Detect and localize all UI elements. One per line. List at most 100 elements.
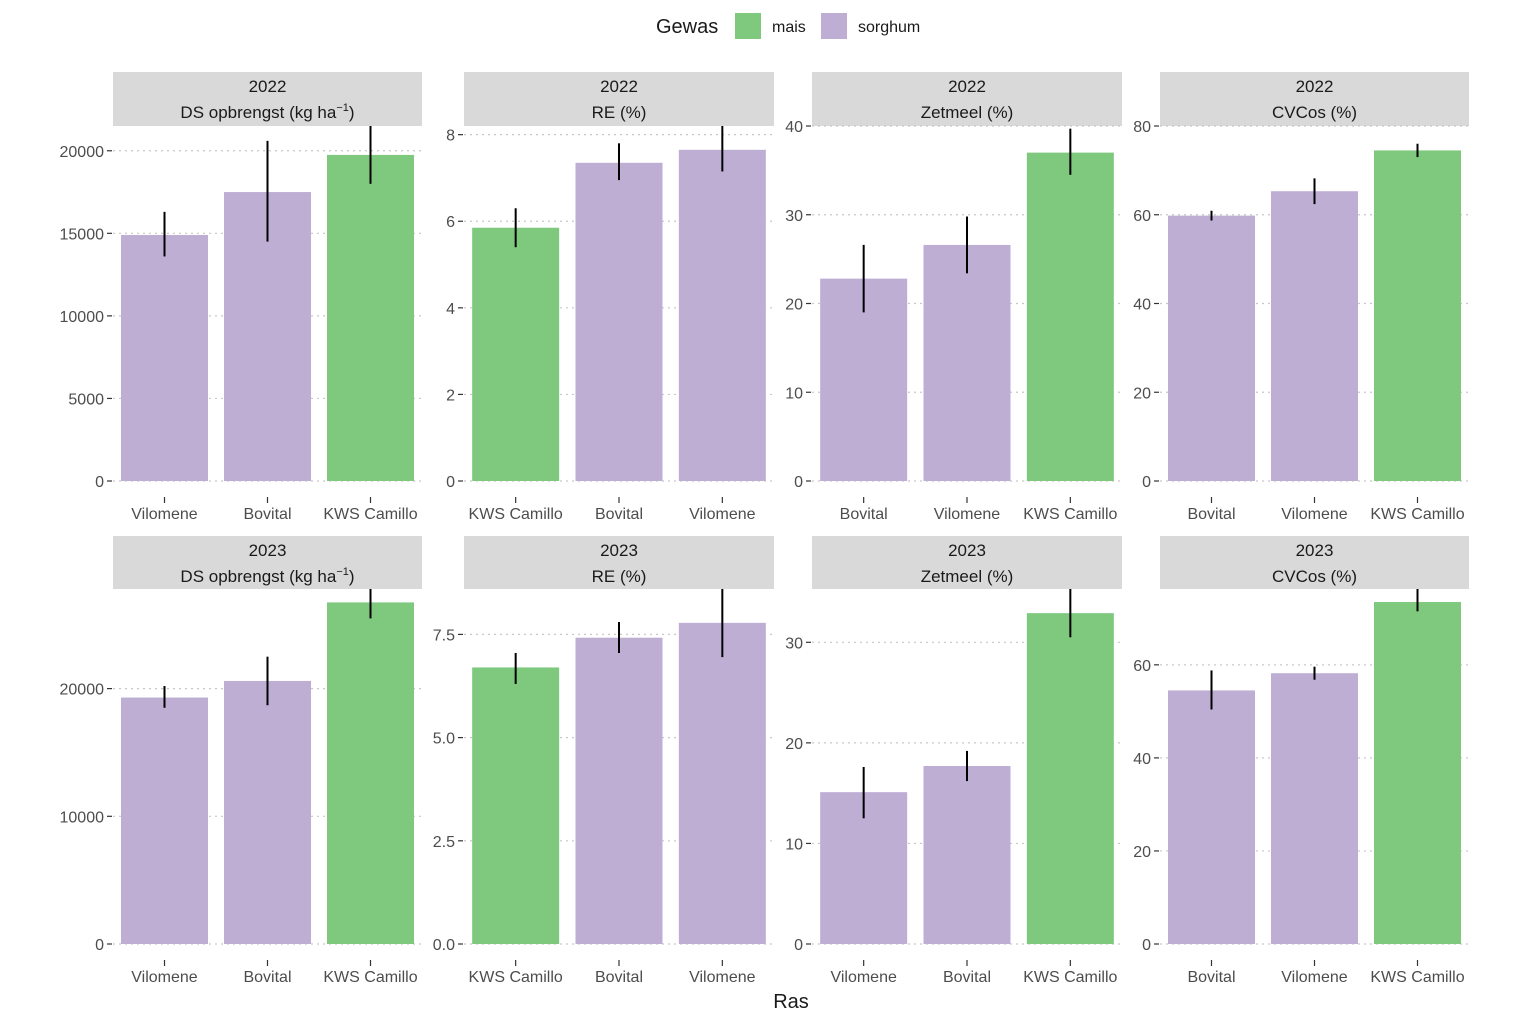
y-tick-label: 7.5: [433, 627, 455, 644]
facet-strip-metric: Zetmeel (%): [921, 567, 1014, 586]
y-tick-label: 8: [446, 128, 455, 145]
bar-bovital: [923, 765, 1011, 944]
y-tick-label: 2: [446, 387, 455, 404]
facet-strip-metric-text: DS opbrengst (kg ha: [180, 567, 336, 586]
facet-strip-year: 2022: [948, 77, 986, 96]
x-tick-label-bovital: Bovital: [943, 969, 991, 986]
facet-strip-metric-text: CVCos (%): [1272, 567, 1357, 586]
y-tick-label: 5000: [68, 391, 104, 408]
bar-kws-camillo: [327, 602, 414, 944]
facet-strip-metric-text: DS opbrengst (kg ha: [180, 103, 336, 122]
facet-strip-metric-text: Zetmeel (%): [921, 103, 1014, 122]
bar-kws-camillo: [327, 154, 414, 481]
facet-strip-metric: RE (%): [592, 103, 647, 122]
y-tick-label: 20: [785, 736, 803, 753]
x-tick-label-kws-camillo: KWS Camillo: [323, 506, 417, 523]
x-tick-label-kws-camillo: KWS Camillo: [323, 969, 417, 986]
y-tick-label: 10000: [60, 809, 105, 826]
facet-strip-year: 2023: [600, 541, 638, 560]
x-tick-label-kws-camillo: KWS Camillo: [1023, 506, 1117, 523]
facet-strip-metric-suffix: ): [349, 567, 355, 586]
x-tick-label-bovital: Bovital: [595, 969, 643, 986]
x-tick-label-kws-camillo: KWS Camillo: [1370, 506, 1464, 523]
y-tick-label: 10: [785, 836, 803, 853]
bar-vilomene: [678, 622, 766, 944]
y-tick-label: 20: [1133, 844, 1151, 861]
x-axis-title: Ras: [773, 991, 809, 1013]
x-tick-label-bovital: Bovital: [1187, 969, 1235, 986]
y-tick-label: 15000: [60, 226, 105, 243]
panel-2023-re: 2023 RE (%) 0.0 2.5 5.0 7.5 KWS Camillo Bovital…: [433, 536, 774, 986]
x-tick-label-vilomene: Vilomene: [131, 506, 198, 523]
bar-bovital: [575, 637, 663, 944]
y-tick-label: 6: [446, 214, 455, 231]
y-tick-label: 30: [785, 635, 803, 652]
y-tick-label: 20: [1133, 385, 1151, 402]
legend-label-mais: mais: [772, 19, 806, 36]
legend-key-mais: [735, 13, 761, 39]
y-tick-label: 30: [785, 208, 803, 225]
facet-strip-metric-text: RE (%): [592, 567, 647, 586]
x-tick-label-kws-camillo: KWS Camillo: [469, 969, 563, 986]
y-tick-label: 0: [95, 937, 104, 954]
bar-bovital: [1168, 690, 1255, 944]
x-tick-label-vilomene: Vilomene: [830, 969, 897, 986]
bar-bovital: [575, 162, 663, 482]
y-tick-label: 60: [1133, 208, 1151, 225]
x-tick-label-vilomene: Vilomene: [131, 969, 198, 986]
y-tick-label: 4: [446, 301, 455, 318]
y-tick-label: 2.5: [433, 834, 455, 851]
facet-strip-metric-suffix: ): [349, 103, 355, 122]
x-tick-label-kws-camillo: KWS Camillo: [469, 506, 563, 523]
y-tick-label: 40: [1133, 297, 1151, 314]
facet-strip: [812, 536, 1122, 589]
bar-kws-camillo: [472, 227, 560, 481]
facet-strip-year: 2023: [249, 541, 287, 560]
x-tick-label-vilomene: Vilomene: [689, 969, 756, 986]
facet-strip-metric: DS opbrengst (kg ha−1): [180, 566, 354, 586]
bar-vilomene: [121, 234, 208, 481]
facet-strip-metric: DS opbrengst (kg ha−1): [180, 102, 354, 122]
panel-2022-cvcos: 2022 CVCos (%) 0 20 40 60 80 Bovital Vilomene KWS…: [1133, 72, 1469, 523]
facet-strip-year: 2022: [1296, 77, 1334, 96]
y-tick-label: 10: [785, 385, 803, 402]
facet-strip: [113, 536, 422, 589]
bar-kws-camillo: [1026, 152, 1114, 481]
y-tick-label: 20000: [60, 144, 105, 161]
facet-strip: [1160, 536, 1469, 589]
facet-strip-metric: Zetmeel (%): [921, 103, 1014, 122]
facet-strip-metric-text: CVCos (%): [1272, 103, 1357, 122]
facet-strip: [812, 72, 1122, 126]
bar-vilomene: [121, 697, 208, 944]
bar-vilomene: [678, 149, 766, 481]
x-tick-label-bovital: Bovital: [1187, 506, 1235, 523]
y-tick-label: 20000: [60, 682, 105, 699]
facet-strip-metric-sup: −1: [336, 102, 349, 114]
facet-strip-year: 2023: [1296, 541, 1334, 560]
y-tick-label: 0: [1142, 474, 1151, 491]
y-tick-label: 0: [794, 937, 803, 954]
facet-strip-year: 2023: [948, 541, 986, 560]
legend: Gewas mais sorghum: [656, 13, 920, 39]
x-tick-label-kws-camillo: KWS Camillo: [1370, 969, 1464, 986]
y-tick-label: 0: [446, 474, 455, 491]
panel-2022-ds-opbrengst-kg-ha: 2022 DS opbrengst (kg ha−1) 0 5000 10000 1500…: [60, 72, 422, 523]
x-tick-label-vilomene: Vilomene: [1281, 506, 1348, 523]
bar-vilomene: [923, 244, 1011, 481]
y-tick-label: 40: [785, 119, 803, 136]
x-tick-label-bovital: Bovital: [243, 506, 291, 523]
facet-strip-year: 2022: [600, 77, 638, 96]
bar-vilomene: [1271, 191, 1358, 481]
bar-bovital: [224, 680, 311, 944]
facet-strip: [1160, 72, 1469, 126]
x-tick-label-kws-camillo: KWS Camillo: [1023, 969, 1117, 986]
facet-strip-metric: RE (%): [592, 567, 647, 586]
facet-strip: [464, 536, 774, 589]
bar-kws-camillo: [1374, 602, 1461, 944]
y-tick-label: 5.0: [433, 731, 455, 748]
facet-strip: [464, 72, 774, 126]
y-tick-label: 0: [1142, 937, 1151, 954]
legend-key-sorghum: [821, 13, 847, 39]
